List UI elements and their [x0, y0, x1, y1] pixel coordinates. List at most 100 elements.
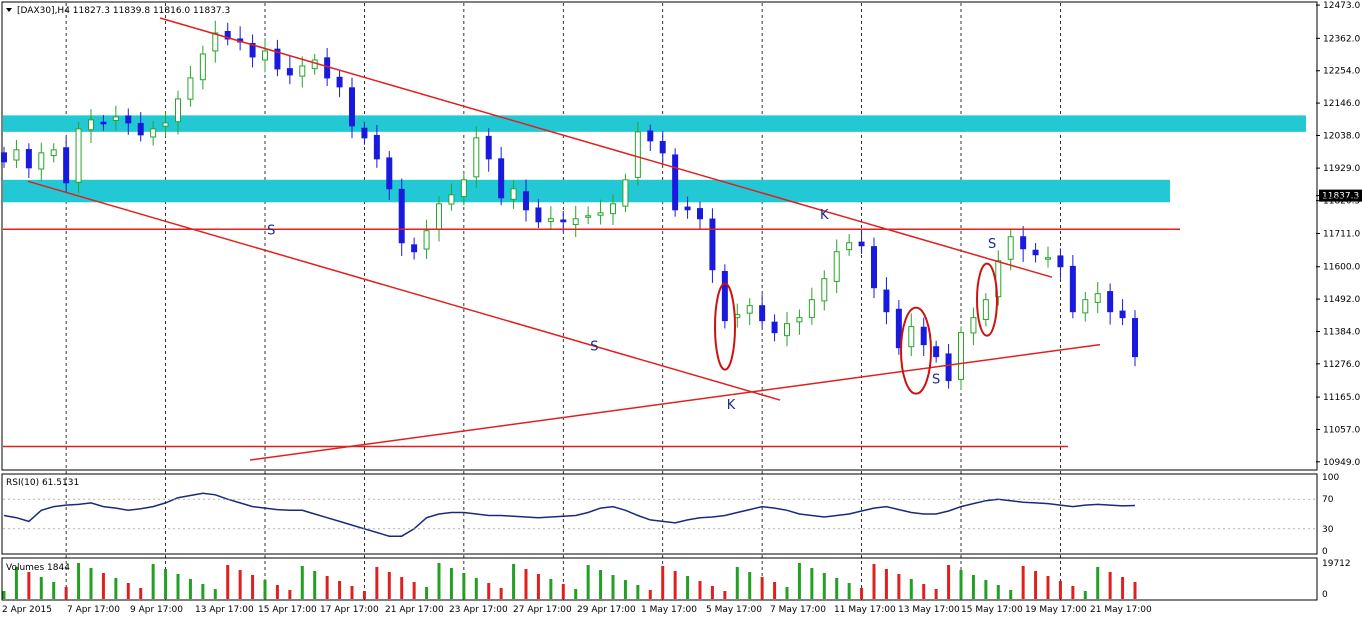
- volume-bar: [2, 591, 6, 599]
- price-tick-label: 10949.0: [1323, 458, 1360, 468]
- volume-bar: [139, 588, 143, 599]
- volume-bar: [860, 588, 864, 599]
- volume-bar: [350, 586, 354, 599]
- price-tick-label: 11057.0: [1323, 425, 1360, 435]
- bull-candle: [38, 152, 45, 170]
- volume-bar: [698, 581, 702, 599]
- bull-candle: [622, 179, 629, 207]
- annotation-label: S: [988, 237, 996, 252]
- bull-candle: [572, 218, 579, 225]
- time-tick-label: 21 Apr 17:00: [385, 605, 444, 615]
- volume-bar: [52, 582, 56, 599]
- bull-candle: [784, 323, 790, 337]
- trendlines: [3, 17, 1180, 461]
- volume-bar: [748, 572, 752, 599]
- price-panel: [1, 1, 1318, 471]
- bull-candle: [821, 278, 828, 302]
- bear-candle: [858, 241, 865, 247]
- ascending-support-line: [249, 343, 1101, 461]
- bull-candle: [510, 188, 517, 200]
- bear-candle: [1132, 318, 1138, 358]
- bull-candle: [958, 332, 964, 380]
- bear-candle: [373, 134, 380, 160]
- volume-bar: [251, 575, 255, 599]
- bear-candle: [361, 127, 368, 139]
- bear-candle: [1057, 255, 1064, 268]
- volume-bar: [1058, 581, 1062, 599]
- bull-candle: [187, 77, 194, 100]
- volume-bar: [934, 589, 938, 599]
- annotation-label: S: [590, 340, 598, 355]
- volume-bar: [1121, 577, 1125, 599]
- highlight-ellipse-middle: [900, 306, 932, 395]
- volume-title: Volumes 1844: [6, 563, 70, 573]
- bull-candle: [1045, 257, 1051, 260]
- bear-candle: [535, 207, 542, 223]
- volume-bar: [512, 564, 516, 599]
- price-tick-label: 11276.0: [1323, 360, 1360, 370]
- volume-bar: [425, 587, 429, 599]
- volume-bar: [661, 566, 665, 599]
- volume-bar: [599, 570, 603, 599]
- bull-candle: [75, 128, 82, 183]
- last-price-tag: [1319, 189, 1362, 202]
- support-zone: [3, 179, 1170, 203]
- bull-candle: [610, 203, 616, 215]
- bear-candle: [324, 57, 331, 79]
- rsi-tick-label: 100: [1322, 473, 1339, 483]
- bear-candle: [672, 154, 679, 211]
- price-tick-label: 11384.0: [1323, 327, 1360, 337]
- volume-bar: [39, 577, 43, 599]
- bull-candle: [634, 131, 641, 178]
- descending-channel-upper: [159, 17, 1053, 278]
- volume-bar: [387, 572, 391, 599]
- bear-candle: [895, 308, 902, 349]
- bull-candle: [212, 32, 219, 52]
- highlight-ellipse-right: [976, 262, 998, 337]
- bear-candle: [286, 68, 293, 76]
- bull-candle: [982, 299, 989, 320]
- time-tick-label: 13 May 17:00: [898, 605, 960, 615]
- bear-candle: [398, 188, 405, 244]
- bear-candle: [498, 158, 505, 199]
- price-tick-label: 11165.0: [1323, 393, 1360, 403]
- bull-candle: [175, 98, 181, 123]
- bear-candle: [411, 244, 418, 253]
- dropdown-triangle-icon[interactable]: [6, 8, 12, 12]
- bear-candle: [1119, 310, 1126, 319]
- volume-bar: [574, 589, 578, 599]
- volume-bar: [636, 585, 640, 599]
- volume-bar: [14, 567, 18, 599]
- volume-bar: [648, 590, 652, 599]
- time-tick-label: 29 Apr 17:00: [577, 605, 636, 615]
- volume-bar: [449, 568, 453, 599]
- price-tick-label: 12146.0: [1323, 99, 1360, 109]
- volume-bar: [586, 565, 590, 599]
- rsi-axis: 100 70 30 0: [1322, 473, 1339, 557]
- volume-bar: [188, 579, 192, 599]
- bear-candle: [697, 208, 703, 220]
- rsi-panel: [1, 473, 1318, 555]
- price-tick-label: 11929.0: [1323, 164, 1360, 174]
- bear-candle: [137, 122, 144, 136]
- volume-bar: [810, 568, 814, 599]
- volume-bar: [213, 589, 217, 599]
- last-price-label: 11837.3: [1322, 192, 1359, 202]
- price-tick-label: 11820.5: [1323, 197, 1360, 207]
- bear-candle: [759, 305, 766, 322]
- volume-bar: [400, 577, 404, 599]
- bear-candle: [1107, 291, 1114, 313]
- volume-bar: [151, 564, 155, 599]
- volume-bar: [1009, 590, 1013, 599]
- volume-bar: [1108, 572, 1112, 599]
- volume-bar: [760, 577, 764, 599]
- volume-bar: [226, 565, 230, 599]
- bear-candle: [659, 140, 666, 154]
- volume-bar: [89, 568, 93, 599]
- volume-bar: [947, 565, 951, 599]
- bull-candle: [112, 116, 119, 121]
- volume-bar: [114, 578, 118, 599]
- bull-candle: [423, 230, 430, 250]
- bear-candle: [485, 135, 492, 160]
- bull-candle: [846, 242, 853, 251]
